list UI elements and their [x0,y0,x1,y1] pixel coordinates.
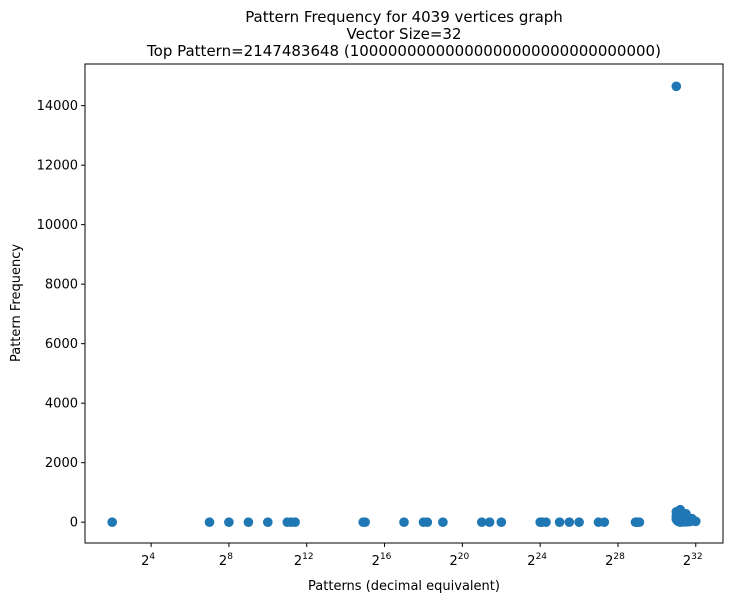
data-point [263,517,273,527]
x-axis-ticks: 24 28 212 216 220 224 228 232 [141,543,703,569]
chart-title-line-2: Vector Size=32 [346,25,461,43]
x-tick-label: 232 [683,552,703,569]
data-points [107,81,701,527]
data-point [438,517,448,527]
x-tick-label: 220 [449,552,469,569]
y-tick-label: 0 [70,516,78,531]
y-tick-label: 2000 [45,456,78,471]
y-axis-label: Pattern Frequency [9,244,24,362]
data-point [107,517,117,527]
data-point [484,517,495,527]
data-point [564,517,575,527]
x-tick-label: 28 [219,552,233,569]
data-point [554,517,565,527]
plot-area [84,63,724,544]
data-point [204,517,215,527]
x-tick-label: 228 [605,552,625,569]
y-tick-label: 4000 [45,397,78,412]
data-point [673,516,684,527]
y-tick-label: 6000 [45,337,78,352]
y-tick-label: 8000 [45,278,78,293]
data-point [634,517,645,527]
data-point [422,517,433,527]
y-tick-label: 10000 [37,218,78,233]
data-point [224,517,234,527]
chart-title-line-1: Pattern Frequency for 4039 vertices grap… [245,8,563,26]
y-axis-ticks: 0 2000 4000 6000 8000 10000 12000 14000 [37,99,85,531]
chart-title-line-3: Top Pattern=2147483648 (1000000000000000… [146,42,661,60]
data-point [477,517,487,527]
data-point [360,517,370,527]
data-point [541,517,551,527]
x-tick-label: 212 [294,552,314,569]
data-point [683,516,693,527]
data-point [496,517,507,527]
data-point [574,517,584,527]
y-tick-label: 14000 [37,99,78,114]
x-tick-label: 216 [372,552,392,569]
y-tick-label: 12000 [37,159,78,174]
data-point [691,516,701,527]
x-axis-label: Patterns (decimal equivalent) [308,579,500,594]
x-tick-label: 224 [527,552,547,569]
x-tick-label: 24 [141,552,155,569]
data-point [399,517,409,527]
data-point [243,517,254,527]
data-point [290,517,300,527]
data-point [671,81,682,92]
data-point [599,517,610,527]
